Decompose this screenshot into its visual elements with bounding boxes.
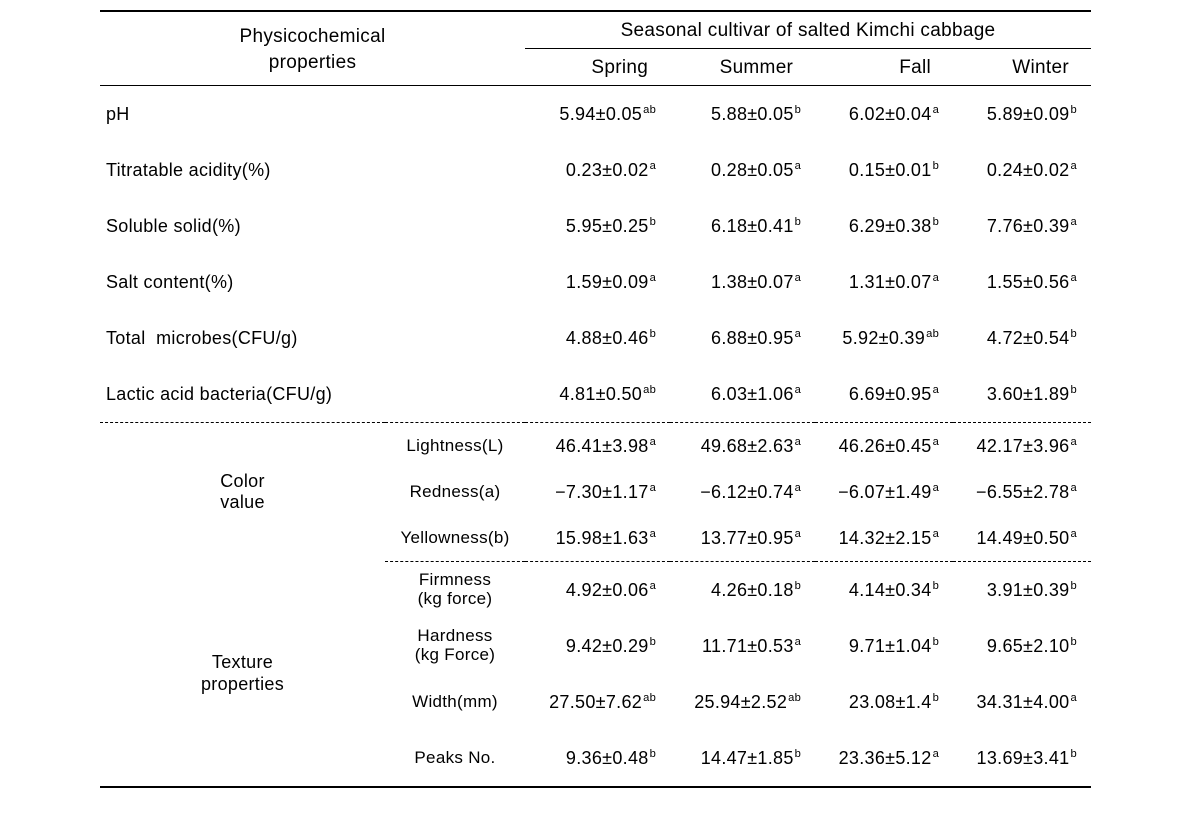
value-cell: 11.71±0.53a [670,618,815,674]
value-cell: −6.12±0.74a [670,469,815,515]
value-cell: 13.77±0.95a [670,515,815,562]
value-cell: 9.71±1.04b [815,618,953,674]
group-label-color: Colorvalue [100,423,385,562]
subproperty-label: Hardness(kg Force) [385,618,525,674]
value-cell: 7.76±0.39a [953,198,1091,254]
value-cell: 6.02±0.04a [815,86,953,143]
col-fall: Fall [815,49,953,86]
property-label: pH [100,86,525,143]
col-spring: Spring [525,49,670,86]
value-cell: 9.42±0.29b [525,618,670,674]
value-cell: 25.94±2.52ab [670,674,815,730]
value-cell: −6.07±1.49a [815,469,953,515]
value-cell: 1.38±0.07a [670,254,815,310]
value-cell: 34.31±4.00a [953,674,1091,730]
property-label: Lactic acid bacteria(CFU/g) [100,366,525,423]
value-cell: 4.26±0.18b [670,562,815,619]
table-row: Salt content(%)1.59±0.09a1.38±0.07a1.31±… [100,254,1091,310]
value-cell: 4.14±0.34b [815,562,953,619]
value-cell: 5.95±0.25b [525,198,670,254]
season-group-header: Seasonal cultivar of salted Kimchi cabba… [525,11,1091,49]
value-cell: 46.26±0.45a [815,423,953,470]
value-cell: 3.60±1.89b [953,366,1091,423]
table-row: pH5.94±0.05ab5.88±0.05b6.02±0.04a5.89±0.… [100,86,1091,143]
value-cell: 14.32±2.15a [815,515,953,562]
subproperty-label: Firmness(kg force) [385,562,525,619]
property-label: Soluble solid(%) [100,198,525,254]
subproperty-label: Lightness(L) [385,423,525,470]
value-cell: 4.72±0.54b [953,310,1091,366]
col-winter: Winter [953,49,1091,86]
kimchi-properties-table: Physicochemical properties Seasonal cult… [100,10,1091,788]
subproperty-label: Width(mm) [385,674,525,730]
value-cell: 6.03±1.06a [670,366,815,423]
subproperty-label: Yellowness(b) [385,515,525,562]
value-cell: 13.69±3.41b [953,730,1091,787]
value-cell: 6.69±0.95a [815,366,953,423]
value-cell: 5.88±0.05b [670,86,815,143]
value-cell: 5.94±0.05ab [525,86,670,143]
subproperty-label: Peaks No. [385,730,525,787]
value-cell: 42.17±3.96a [953,423,1091,470]
value-cell: 4.88±0.46b [525,310,670,366]
value-cell: 14.49±0.50a [953,515,1091,562]
col-summer: Summer [670,49,815,86]
table-row: Titratable acidity(%)0.23±0.02a0.28±0.05… [100,142,1091,198]
value-cell: 1.55±0.56a [953,254,1091,310]
value-cell: 6.29±0.38b [815,198,953,254]
table-row: Soluble solid(%)5.95±0.25b6.18±0.41b6.29… [100,198,1091,254]
properties-header: Physicochemical properties [100,11,525,85]
value-cell: 27.50±7.62ab [525,674,670,730]
property-label: Titratable acidity(%) [100,142,525,198]
group-label-texture: Textureproperties [100,562,385,788]
value-cell: 23.08±1.4b [815,674,953,730]
table-header-row-1: Physicochemical properties Seasonal cult… [100,11,1091,49]
value-cell: 23.36±5.12a [815,730,953,787]
value-cell: 0.24±0.02a [953,142,1091,198]
value-cell: 0.28±0.05a [670,142,815,198]
property-label: Salt content(%) [100,254,525,310]
value-cell: 46.41±3.98a [525,423,670,470]
table-row: ColorvalueLightness(L)46.41±3.98a49.68±2… [100,423,1091,470]
table-row: Lactic acid bacteria(CFU/g)4.81±0.50ab6.… [100,366,1091,423]
properties-header-l1: Physicochemical [240,26,386,47]
value-cell: 1.59±0.09a [525,254,670,310]
value-cell: 15.98±1.63a [525,515,670,562]
value-cell: 4.92±0.06a [525,562,670,619]
table-row: TexturepropertiesFirmness(kg force)4.92±… [100,562,1091,619]
subproperty-label: Redness(a) [385,469,525,515]
value-cell: 3.91±0.39b [953,562,1091,619]
value-cell: 5.92±0.39ab [815,310,953,366]
value-cell: 6.18±0.41b [670,198,815,254]
value-cell: 5.89±0.09b [953,86,1091,143]
value-cell: 0.15±0.01b [815,142,953,198]
value-cell: 4.81±0.50ab [525,366,670,423]
value-cell: −6.55±2.78a [953,469,1091,515]
property-label: Total microbes(CFU/g) [100,310,525,366]
table-row: Total microbes(CFU/g)4.88±0.46b6.88±0.95… [100,310,1091,366]
value-cell: 6.88±0.95a [670,310,815,366]
value-cell: 14.47±1.85b [670,730,815,787]
value-cell: 9.65±2.10b [953,618,1091,674]
properties-header-l2: properties [269,52,357,73]
value-cell: 1.31±0.07a [815,254,953,310]
value-cell: −7.30±1.17a [525,469,670,515]
value-cell: 9.36±0.48b [525,730,670,787]
value-cell: 49.68±2.63a [670,423,815,470]
value-cell: 0.23±0.02a [525,142,670,198]
